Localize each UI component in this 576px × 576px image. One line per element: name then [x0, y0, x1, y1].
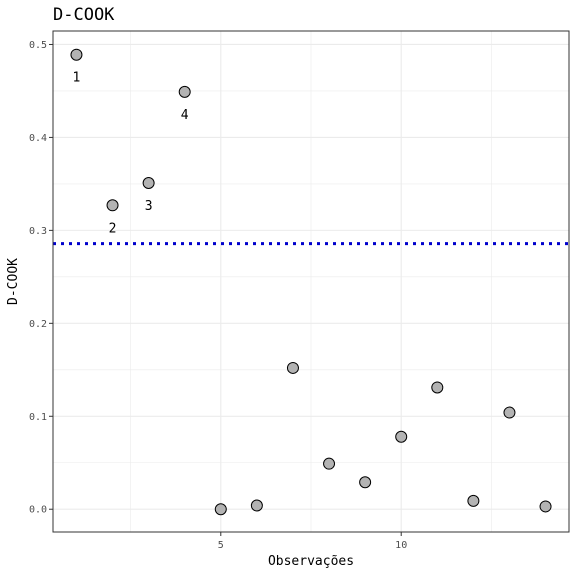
data-point: [539, 500, 552, 513]
y-tick-label: 0.3: [29, 226, 47, 237]
data-point: [503, 406, 516, 419]
data-point: [359, 476, 372, 489]
x-axis-title: Observações: [268, 554, 354, 569]
data-point: [431, 381, 444, 394]
y-tick-label: 0.0: [29, 505, 47, 516]
x-tick-label: 10: [395, 540, 407, 551]
data-point: [250, 499, 263, 512]
data-point: [70, 48, 83, 61]
y-axis-title: D-COOK: [6, 258, 21, 305]
data-point: [106, 199, 119, 212]
data-point: [142, 176, 155, 189]
data-points: [70, 48, 552, 516]
point-label: 4: [181, 108, 189, 123]
y-tick-label: 0.1: [29, 412, 47, 423]
grid-lines: [53, 31, 569, 532]
data-point: [395, 430, 408, 443]
x-tick-label: 5: [218, 540, 224, 551]
chart-title: D-COOK: [53, 5, 115, 25]
point-label: 2: [109, 221, 117, 236]
data-point: [214, 503, 227, 516]
data-point: [323, 457, 336, 470]
y-tick-label: 0.5: [29, 40, 47, 51]
y-tick-label: 0.4: [29, 133, 47, 144]
data-point: [467, 494, 480, 507]
y-tick-label: 0.2: [29, 319, 47, 330]
data-point: [178, 85, 191, 98]
point-label: 3: [145, 199, 153, 214]
panel-border: [52, 30, 570, 533]
data-point: [286, 361, 299, 374]
axis-ticks: 5 10 0.0 0.1 0.2 0.3 0.4 0.5: [29, 40, 407, 551]
point-labels: 1 2 3 4: [73, 71, 189, 237]
point-label: 1: [73, 71, 81, 86]
